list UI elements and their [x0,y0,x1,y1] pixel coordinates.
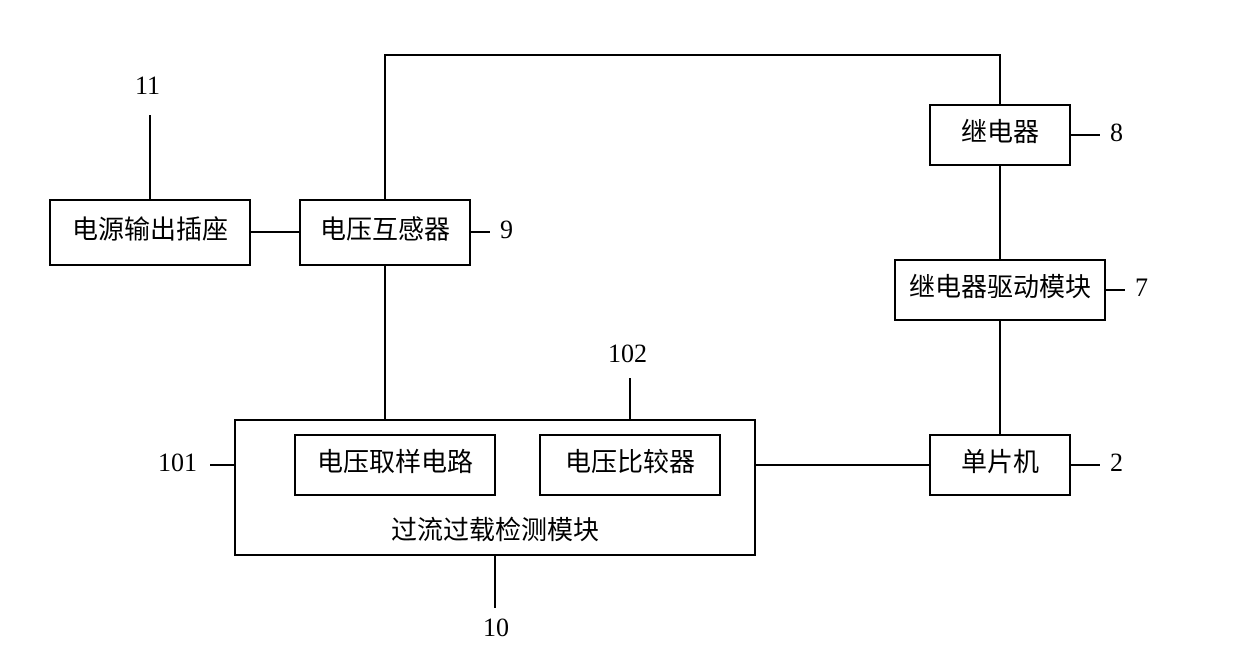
mcu-ref: 2 [1110,448,1123,477]
voltage_sampling-label: 电压取样电路 [317,448,473,477]
block-diagram: 电源输出插座 电压互感器 继电器继电器驱动模块单片机过流过载检测模块 电压取样电路 电压… [0,0,1240,666]
voltage_comparator-label: 电压比较器 [565,448,695,477]
detect_module-label: 过流过载检测模块 [391,516,599,545]
relay-ref: 8 [1110,118,1123,147]
power_output_socket-label: 电源输出插座 [72,215,228,244]
relay_driver-ref: 7 [1135,273,1148,302]
wire [385,55,1000,200]
mcu-label: 单片机 [961,448,1039,477]
relay-label: 继电器 [961,118,1039,147]
detect_module-ref: 10 [483,613,509,642]
relay_driver-label: 继电器驱动模块 [909,273,1091,302]
voltage_sampling-ref: 101 [158,448,197,477]
voltage_transformer-ref: 9 [500,215,513,244]
voltage_transformer-label: 电压互感器 [320,215,450,244]
voltage_comparator-ref: 102 [608,339,647,368]
power_output_socket-ref: 11 [135,71,160,100]
